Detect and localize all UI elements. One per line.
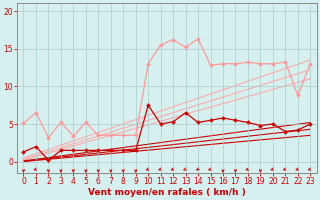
X-axis label: Vent moyen/en rafales ( km/h ): Vent moyen/en rafales ( km/h ) <box>88 188 246 197</box>
